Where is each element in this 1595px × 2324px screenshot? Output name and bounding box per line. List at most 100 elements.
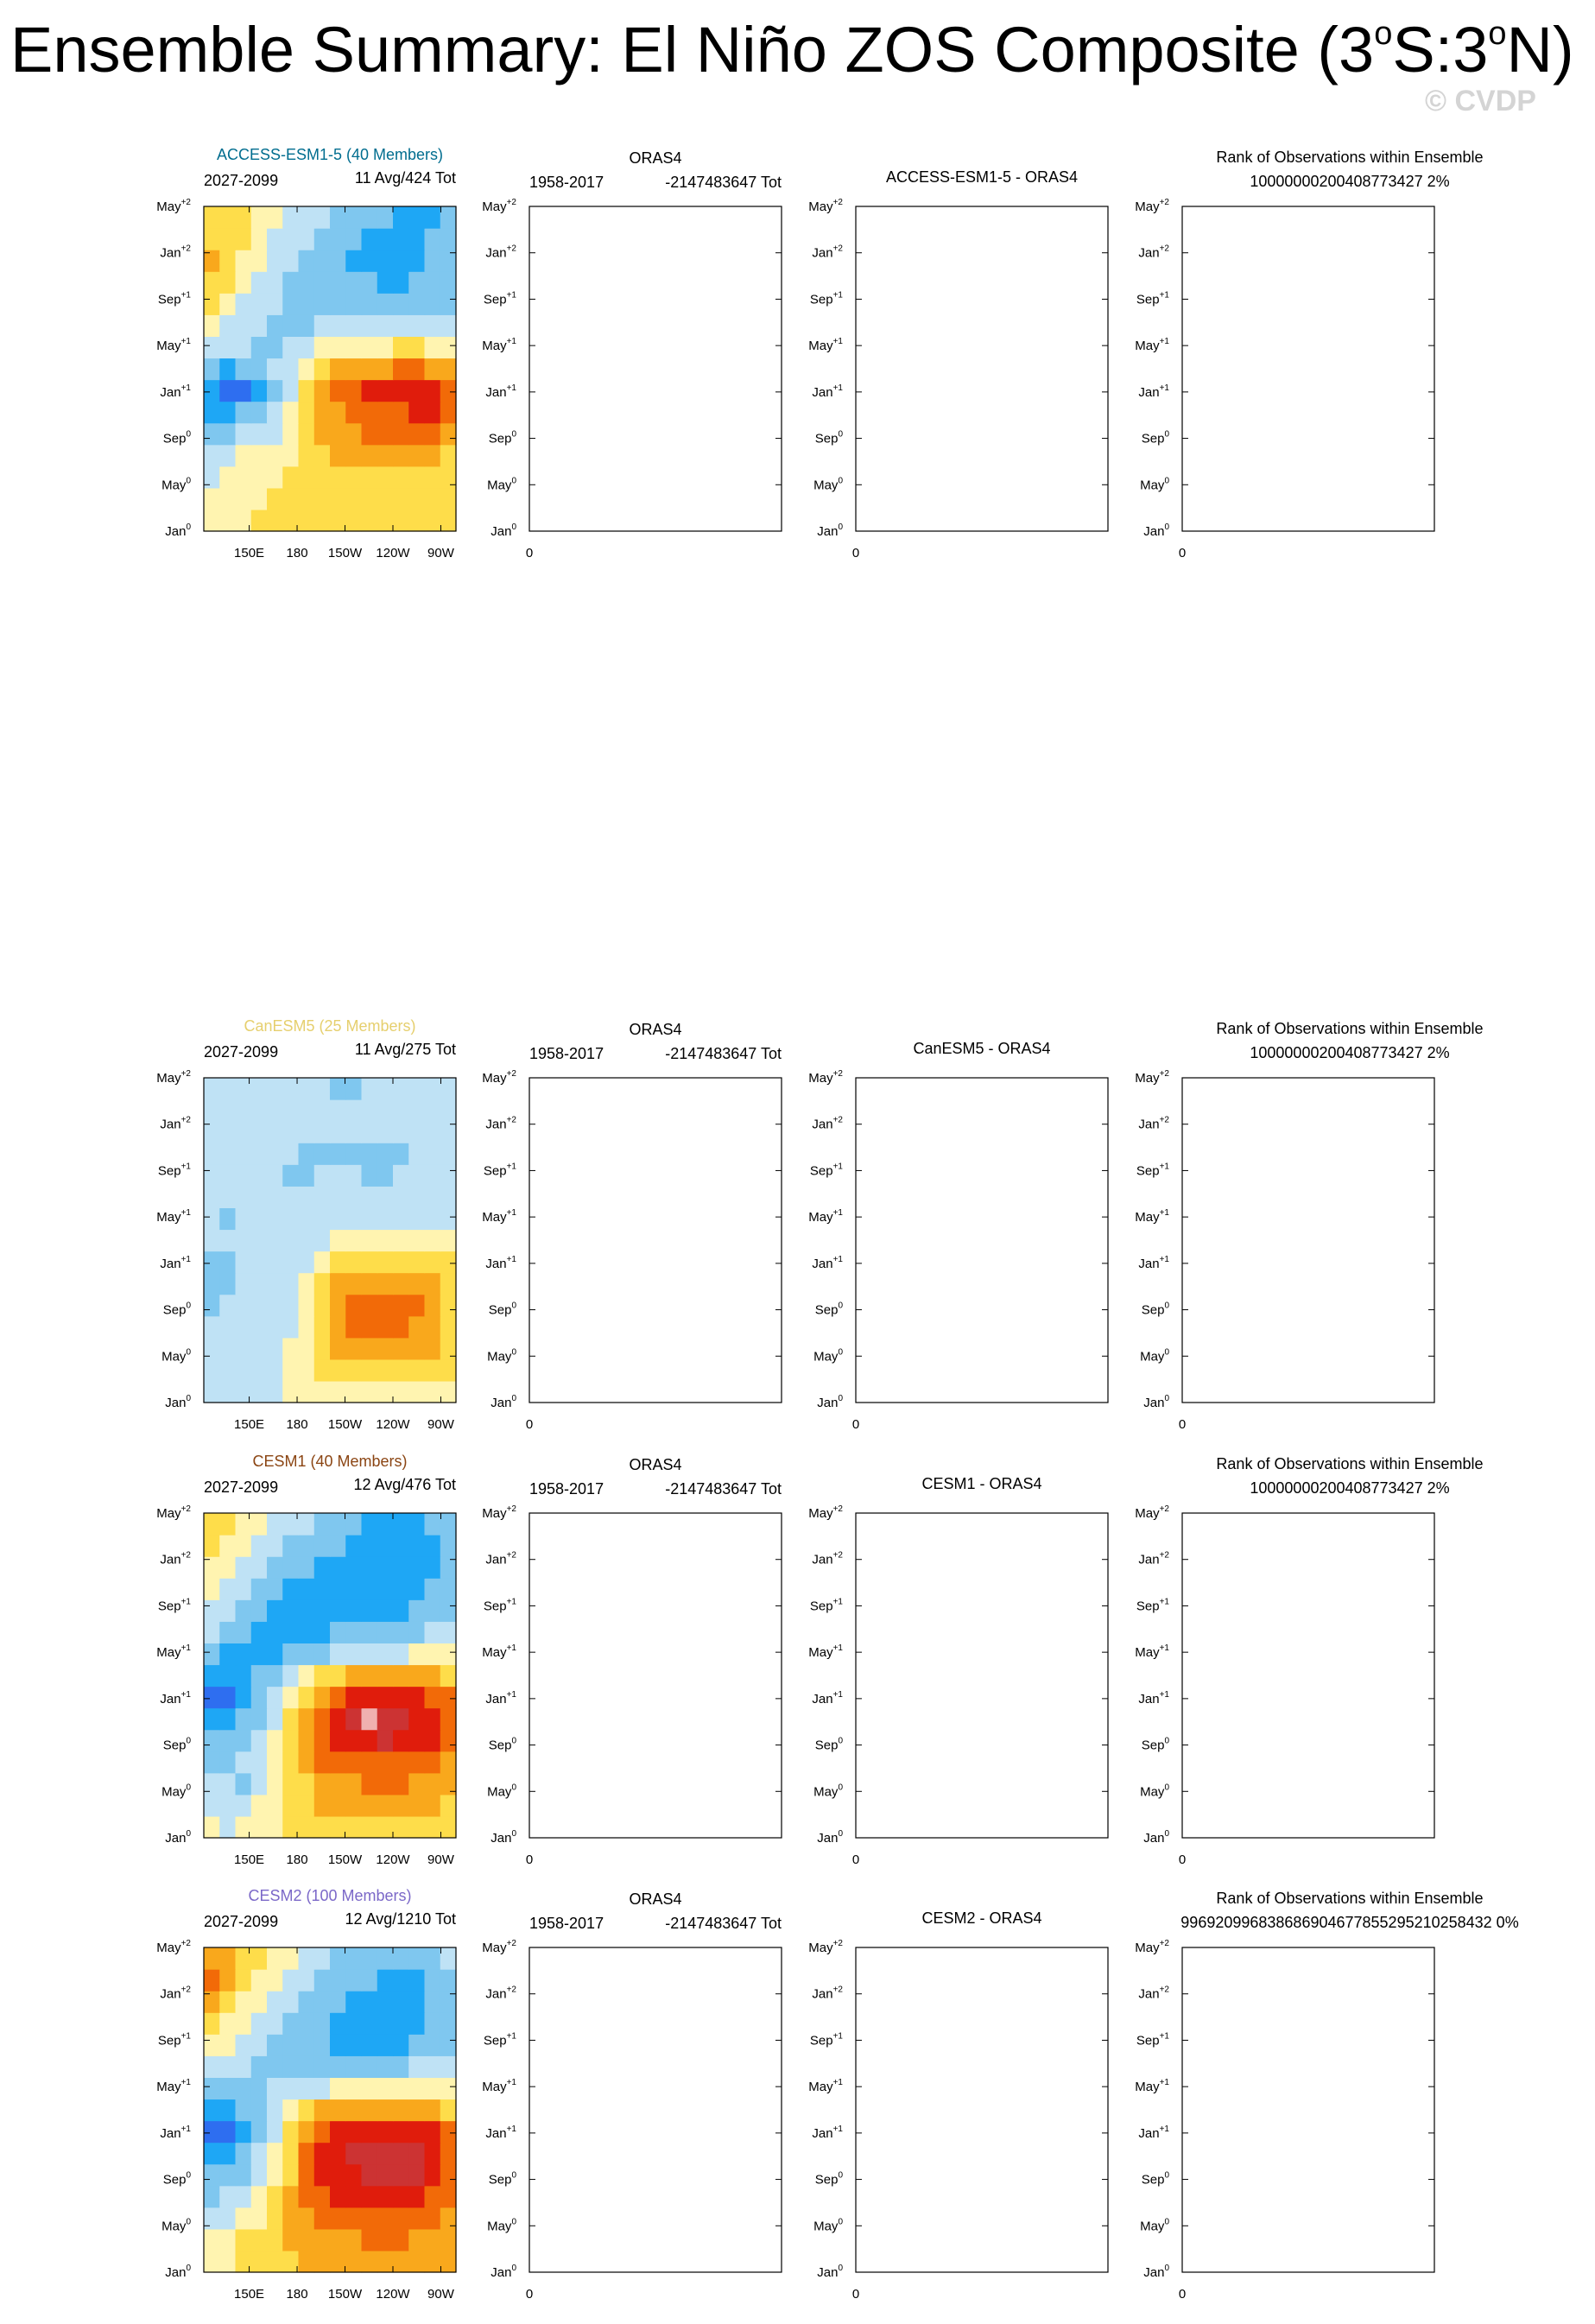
panel-left-label: 1958-2017 [529,174,604,191]
heatmap-cell [440,1947,457,1970]
y-tick-label: Jan0 [817,1829,843,1846]
y-tick-label: Sep0 [1142,430,1170,446]
heatmap-cell [267,1099,283,1122]
heatmap-cell [250,206,268,229]
heatmap-cell [204,1513,220,1536]
heatmap-cell [267,1143,283,1165]
heatmap-cell [424,1315,441,1339]
heatmap-cell [204,1251,220,1274]
heatmap-cell [219,1794,237,1817]
heatmap-cell [361,1578,378,1600]
heatmap-cell [235,2012,252,2035]
heatmap-cell [250,358,268,381]
heatmap-cell [267,1535,283,1557]
heatmap-cell [235,1186,252,1208]
y-tick-label: May0 [1140,476,1169,492]
heatmap-cell [408,1643,426,1666]
heatmap-cell [440,358,457,381]
heatmap-cell [345,1947,363,1970]
plot-frame [1181,1077,1435,1403]
heatmap-cell [393,465,409,489]
heatmap-cell [267,293,283,315]
x-tick-label: 0 [1179,546,1186,560]
heatmap-cell [377,401,394,424]
heatmap-cell [440,487,457,510]
heatmap-cell [204,271,220,294]
heatmap-cell [298,1513,315,1536]
panel-right-label: -2147483647 Tot [665,1480,782,1498]
heatmap-cell [313,206,331,229]
heatmap-cell [408,465,426,489]
heatmap-cell [204,1229,220,1252]
heatmap-cell [204,358,220,381]
heatmap-cell [204,1186,220,1208]
heatmap-cell [235,1251,252,1274]
y-tick-label: Jan+1 [485,2125,516,2141]
heatmap-cell [235,2099,252,2122]
heatmap-cell [250,422,268,446]
heatmap-cell [408,2099,426,2122]
heatmap-cell [393,1358,409,1382]
heatmap-cell [377,1315,394,1339]
heatmap-cell [408,509,426,532]
heatmap-cell [361,1947,378,1970]
plot-frame [203,206,457,532]
heatmap-cell [330,487,346,510]
heatmap-cell [313,1794,331,1817]
heatmap-cell [250,379,268,402]
y-tick-label: Jan+2 [485,1551,516,1567]
y-tick-label: May+1 [1135,337,1169,353]
heatmap-cell [361,1794,378,1817]
y-tick-label: Sep+1 [1136,1597,1170,1613]
heatmap-cell [235,2034,252,2056]
heatmap-cell [393,1272,409,1295]
heatmap-cell [267,1578,283,1600]
heatmap-cell [440,2077,457,2100]
heatmap-cell [235,1664,252,1688]
heatmap-cell [282,401,300,424]
heatmap-cell [267,2142,283,2165]
x-tick-label: 0 [1179,1852,1186,1867]
heatmap-cell [298,336,315,359]
heatmap-cell [408,1621,426,1643]
heatmap-cell [393,1294,409,1317]
heatmap-cell [345,487,363,510]
y-tick-label: Sep+1 [484,290,517,307]
heatmap-cell [219,1229,237,1252]
heatmap-cell [250,1099,268,1122]
x-tick-label: 0 [1179,2287,1186,2302]
heatmap-cell [377,2142,394,2165]
heatmap-cell [361,1535,378,1557]
panel-left-label: 1958-2017 [529,1480,604,1498]
heatmap-cell [330,1947,346,1970]
heatmap-cell [282,2099,300,2122]
heatmap-cell [282,1315,300,1339]
heatmap-cell [408,2034,426,2056]
y-tick-label: May+1 [1135,2078,1169,2094]
y-tick-label: May+1 [808,1208,843,1225]
panel-left-label: 2027-2099 [204,1043,278,1061]
heatmap-cell [408,1164,426,1187]
heatmap-cell [235,465,252,489]
heatmap-cell [282,1686,300,1709]
heatmap-cell [235,1556,252,1579]
heatmap-cell [424,1337,441,1360]
heatmap-cell [330,2163,346,2187]
x-tick-label: 180 [287,1417,308,1432]
heatmap-cell [361,1229,378,1252]
heatmap-cell [440,1358,457,1382]
heatmap-cell [313,2185,331,2208]
y-tick-label: Jan+1 [812,1255,843,1271]
heatmap-cell [282,1772,300,1795]
heatmap-cell [408,2185,426,2208]
heatmap-cell [408,401,426,424]
heatmap-cell [377,1707,394,1731]
heatmap-cell [377,1337,394,1360]
heatmap-cell [408,1207,426,1231]
heatmap-cell [282,1099,300,1122]
x-tick-label: 150E [234,546,264,560]
y-tick-label: Sep+1 [1136,290,1170,307]
heatmap-cell [345,1751,363,1774]
heatmap-cell [424,206,441,229]
